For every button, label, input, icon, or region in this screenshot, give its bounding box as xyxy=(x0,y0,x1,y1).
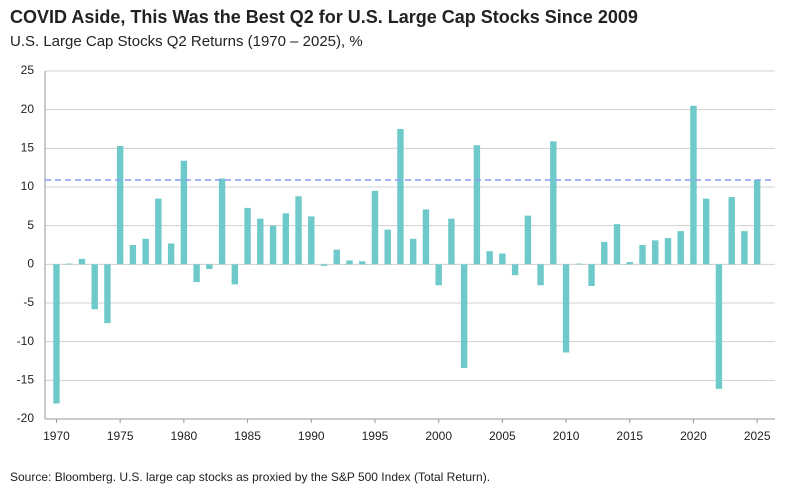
bar xyxy=(741,231,748,265)
bar xyxy=(703,198,710,265)
bar xyxy=(524,215,532,265)
y-tick-label: -5 xyxy=(23,295,34,309)
bar xyxy=(728,197,735,265)
bar xyxy=(613,224,621,265)
bar xyxy=(155,198,162,265)
bar xyxy=(104,264,111,324)
source-note: Source: Bloomberg. U.S. large cap stocks… xyxy=(10,470,490,484)
bar xyxy=(422,209,430,265)
bar xyxy=(244,207,251,265)
bar xyxy=(333,249,340,265)
bar xyxy=(371,190,379,265)
x-tick-label: 2025 xyxy=(744,429,771,443)
bar xyxy=(550,141,557,265)
bar xyxy=(218,178,226,265)
bar xyxy=(193,264,200,283)
x-tick-label: 2020 xyxy=(680,429,707,443)
bar xyxy=(715,264,723,389)
bar xyxy=(53,264,60,404)
bar xyxy=(626,262,633,265)
bar xyxy=(308,216,315,265)
y-tick-label: 25 xyxy=(21,63,35,77)
y-tick-label: 0 xyxy=(27,257,34,271)
bar xyxy=(231,264,239,285)
chart-title: COVID Aside, This Was the Best Q2 for U.… xyxy=(10,7,638,27)
bar xyxy=(66,263,73,265)
bar xyxy=(320,264,328,266)
bar xyxy=(91,264,98,310)
x-tick-label: 2000 xyxy=(425,429,452,443)
chart-subtitle: U.S. Large Cap Stocks Q2 Returns (1970 –… xyxy=(10,33,363,50)
y-tick-label: -15 xyxy=(17,373,35,387)
bar xyxy=(511,264,519,276)
bar xyxy=(257,218,264,265)
bar xyxy=(435,264,442,286)
x-tick-label: 2015 xyxy=(616,429,643,443)
y-tick-label: -20 xyxy=(17,411,35,425)
bar xyxy=(652,240,659,265)
bar xyxy=(384,229,391,265)
bar xyxy=(129,245,137,265)
bar xyxy=(397,129,404,265)
y-tick-label: 10 xyxy=(21,179,35,193)
bar xyxy=(486,251,493,265)
bar xyxy=(601,241,608,265)
bar xyxy=(269,225,277,265)
bar xyxy=(460,264,468,368)
bar xyxy=(677,231,684,265)
y-tick-label: 5 xyxy=(27,218,34,232)
x-tick-label: 1970 xyxy=(43,429,70,443)
x-tick-label: 2005 xyxy=(489,429,516,443)
bar xyxy=(116,146,124,265)
x-tick-label: 2010 xyxy=(553,429,580,443)
bar xyxy=(448,218,455,265)
x-tick-label: 1995 xyxy=(362,429,389,443)
bar xyxy=(409,238,417,265)
bar xyxy=(295,196,302,265)
bar xyxy=(473,145,481,265)
y-tick-label: -10 xyxy=(17,334,35,348)
bar xyxy=(537,264,544,286)
bar xyxy=(690,105,697,265)
bar xyxy=(78,258,86,265)
bar xyxy=(562,264,570,353)
y-tick-label: 20 xyxy=(21,102,35,116)
bar xyxy=(499,253,506,265)
bar xyxy=(282,213,289,265)
x-tick-label: 1980 xyxy=(171,429,198,443)
x-tick-label: 1990 xyxy=(298,429,325,443)
bar xyxy=(206,264,213,269)
bar xyxy=(167,243,175,265)
bar xyxy=(180,160,188,265)
bar xyxy=(753,180,761,265)
x-tick-label: 1975 xyxy=(107,429,134,443)
x-tick-label: 1985 xyxy=(234,429,261,443)
bar xyxy=(664,238,672,265)
bar xyxy=(359,261,366,265)
bar xyxy=(575,263,583,265)
bar xyxy=(588,264,595,286)
y-tick-label: 15 xyxy=(21,141,35,155)
bar xyxy=(639,245,646,265)
bar xyxy=(346,260,353,265)
bar xyxy=(142,238,149,265)
